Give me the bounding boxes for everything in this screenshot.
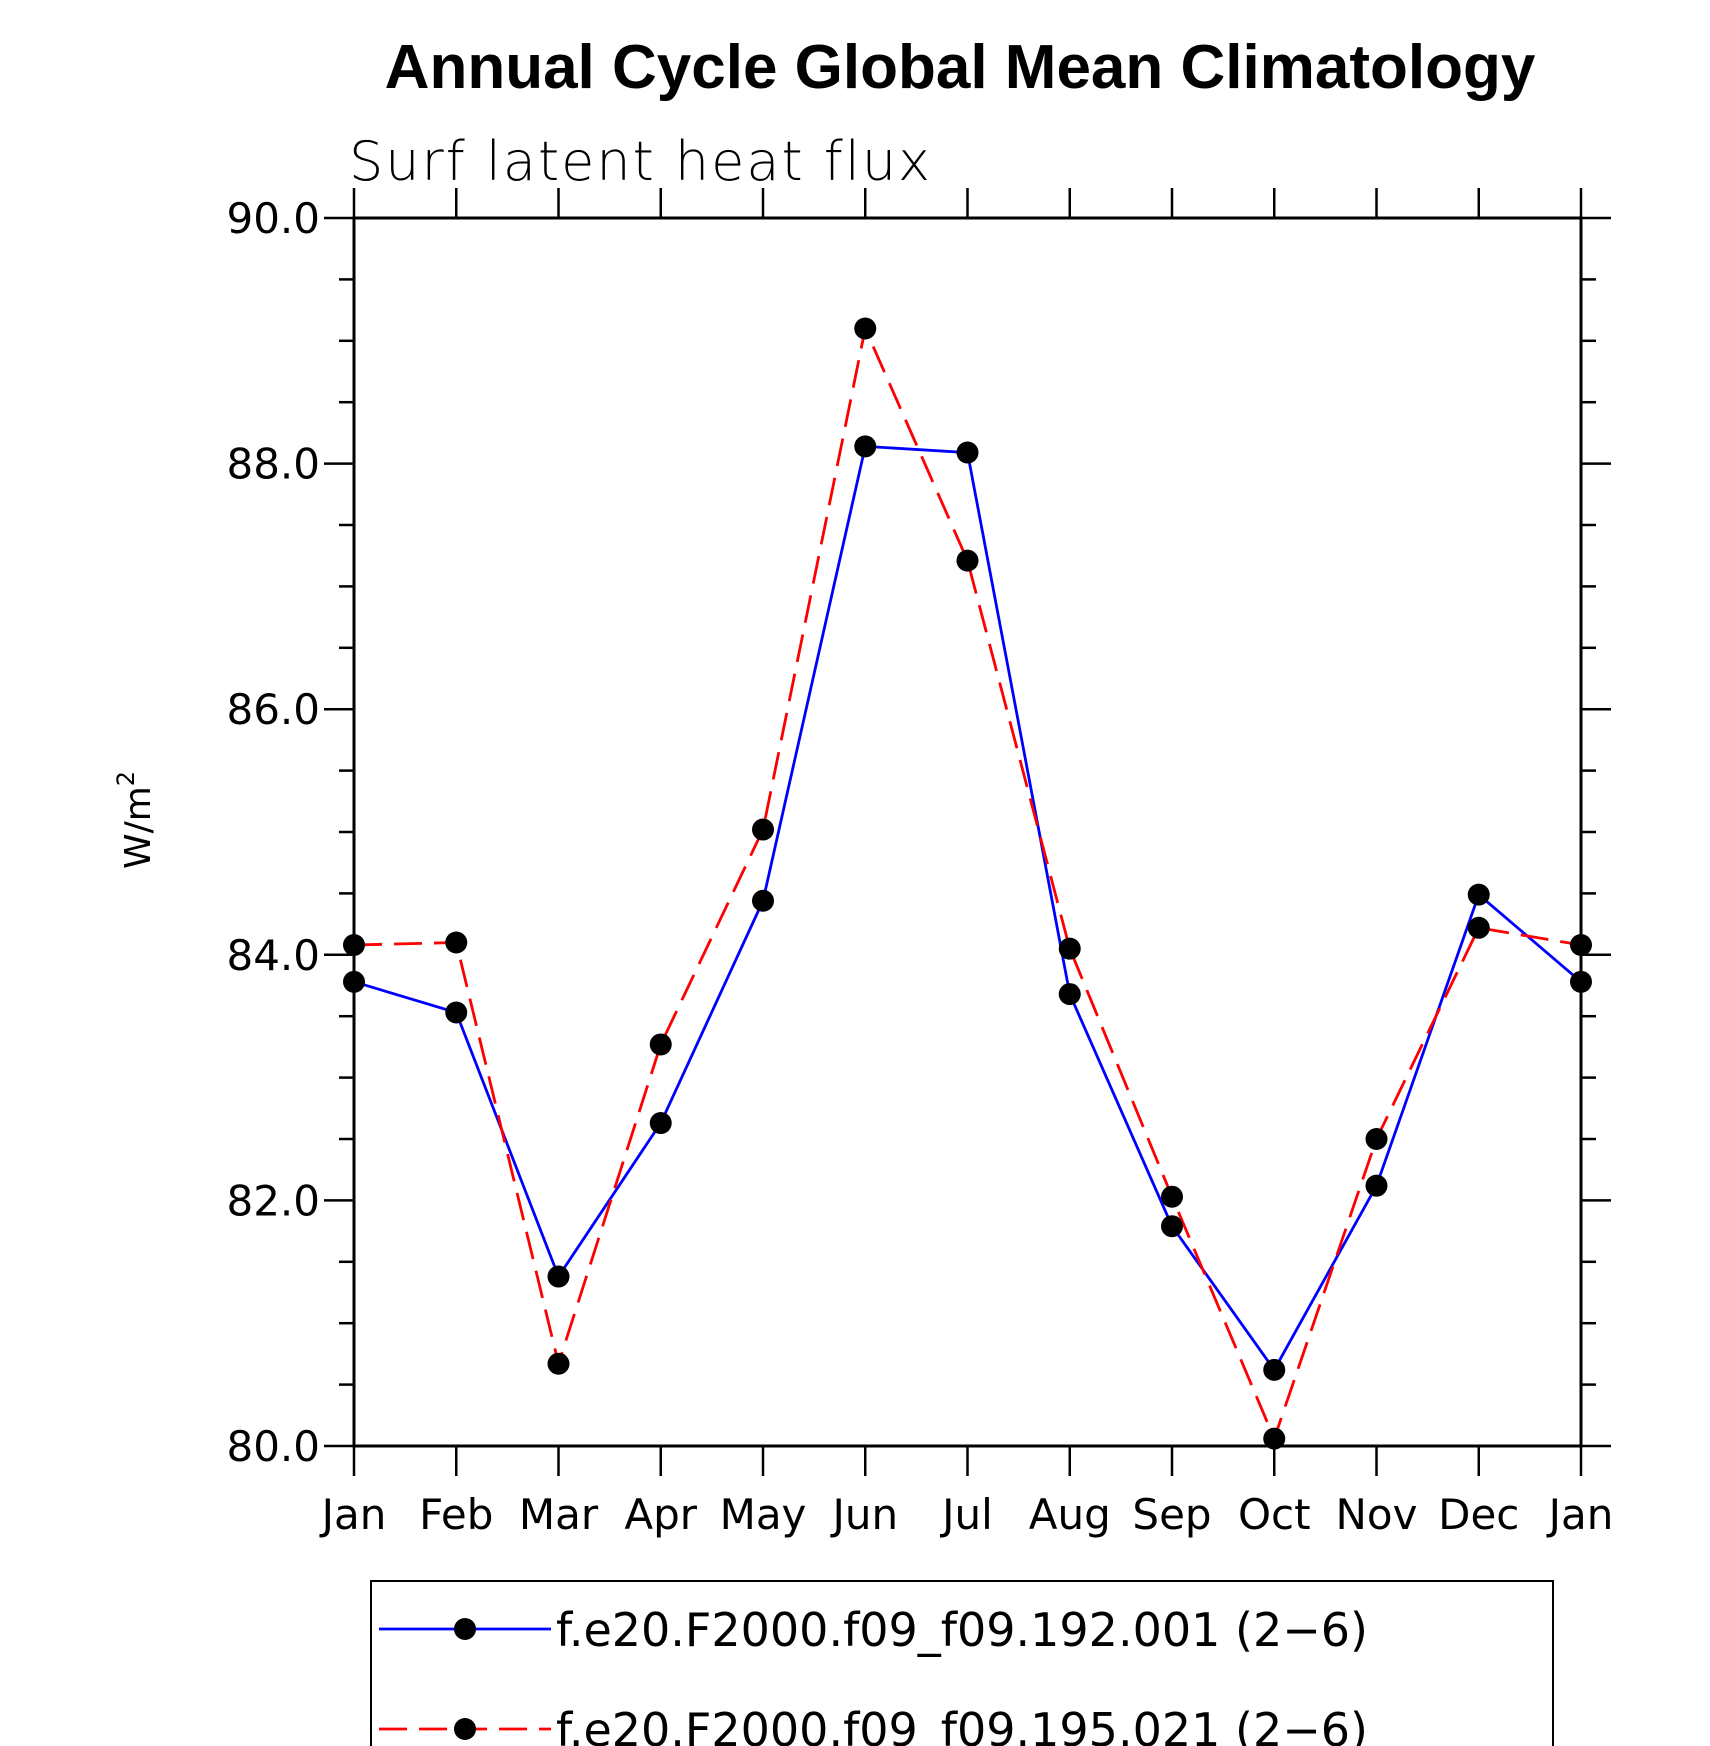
series-2-point: [445, 931, 468, 954]
series-2-point: [1058, 937, 1081, 960]
legend-marker-1: [454, 1618, 476, 1640]
series-1-point: [1058, 983, 1081, 1006]
series-2-point: [752, 818, 774, 841]
legend: f.e20.F2000.f09_f09.192.001 (2−6) f.e20.F…: [370, 1580, 1554, 1746]
series-2-point: [1365, 1128, 1388, 1150]
y-tick-label: 84.0: [226, 931, 320, 980]
series-line-1: [353, 444, 1582, 1373]
legend-label-2: f.e20.F2000.f09_f09.195.021 (2−6): [556, 1703, 1368, 1746]
series-2-point: [956, 549, 979, 572]
series-2-point: [1161, 1185, 1183, 1208]
x-tick-label: Jan: [319, 1490, 387, 1539]
series-2-point: [343, 933, 365, 956]
legend-marker-2: [454, 1718, 476, 1740]
x-tick-label: May: [720, 1490, 807, 1539]
x-tick-label: Oct: [1238, 1490, 1311, 1539]
chart-subtitle: Surf latent heat flux: [349, 130, 932, 193]
series-1-point: [1570, 970, 1592, 993]
x-tick-label: Nov: [1336, 1490, 1418, 1539]
chart-title: Annual Cycle Global Mean Climatology: [385, 33, 1536, 102]
plot-frame: [352, 216, 1583, 1448]
x-tick-label: Jul: [939, 1490, 993, 1539]
x-tick-label: Mar: [519, 1490, 599, 1539]
series-1-point: [854, 435, 877, 458]
x-tick-label: Apr: [624, 1490, 697, 1539]
plot-layer: 80.0 82.0 84.0 86.0 88.0 90.0 Jan Feb Mar Apr May J…: [226, 188, 1613, 1539]
x-tick-label: Jun: [829, 1490, 898, 1539]
series-1-point: [1161, 1215, 1183, 1238]
series-2-point: [547, 1352, 570, 1375]
series-1-point: [752, 889, 774, 912]
x-tick-label: Dec: [1438, 1490, 1519, 1539]
series-1-point: [547, 1265, 570, 1288]
y-tick-label: 86.0: [226, 685, 320, 734]
y-tick-label: 88.0: [226, 440, 320, 489]
x-tick-label: Aug: [1029, 1490, 1111, 1539]
y-axis-label-group: W/m2: [112, 771, 159, 869]
y-axis-label: W/m: [118, 786, 159, 869]
series-1-point: [1365, 1174, 1388, 1197]
series-1-point: [649, 1112, 672, 1135]
y-axis-label-superscript: 2: [112, 771, 140, 786]
legend-box: [370, 1580, 1554, 1746]
y-tick-label: 80.0: [226, 1422, 320, 1471]
series-2-point: [1467, 916, 1490, 939]
series-1-point: [343, 970, 365, 993]
series-1-point: [1467, 883, 1490, 906]
series-2-point: [1570, 933, 1592, 956]
legend-label-1: f.e20.F2000.f09_f09.192.001 (2−6): [556, 1603, 1368, 1657]
series-1-point: [445, 1001, 468, 1024]
x-tick-label: Jan: [1546, 1490, 1614, 1539]
series-1-point: [956, 441, 979, 464]
y-tick-label: 90.0: [226, 194, 320, 243]
series-line-2: [353, 323, 1582, 1443]
series-2-point: [649, 1033, 672, 1056]
y-tick-label: 82.0: [226, 1176, 320, 1225]
x-tick-label: Sep: [1132, 1490, 1211, 1539]
series-1-point: [1263, 1358, 1286, 1381]
svg-text:W/m2: W/m2: [112, 771, 159, 869]
series-2-point: [854, 317, 877, 340]
series-2-point: [1263, 1427, 1286, 1450]
x-tick-label: Feb: [419, 1490, 493, 1539]
